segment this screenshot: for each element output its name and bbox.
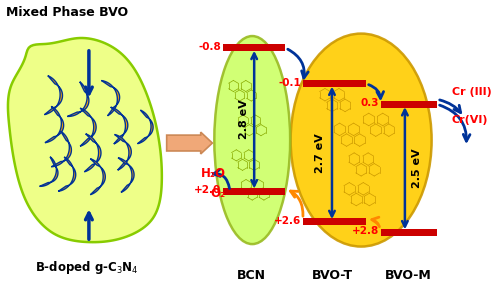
Polygon shape [68,82,89,117]
Text: Cr (III): Cr (III) [452,88,492,97]
Text: BCN: BCN [237,269,266,282]
FancyArrow shape [166,132,212,154]
FancyArrowPatch shape [288,49,308,78]
Polygon shape [118,158,134,192]
FancyBboxPatch shape [303,219,366,225]
Polygon shape [84,134,101,172]
Text: -0.1: -0.1 [278,78,301,88]
FancyArrowPatch shape [440,105,470,141]
FancyArrowPatch shape [440,100,460,113]
FancyBboxPatch shape [380,229,437,236]
Polygon shape [58,157,76,191]
FancyBboxPatch shape [223,188,286,195]
Ellipse shape [214,36,290,244]
FancyBboxPatch shape [303,80,366,87]
Text: +2.8: +2.8 [352,226,378,236]
Text: 2.8 eV: 2.8 eV [240,100,250,140]
FancyBboxPatch shape [380,101,437,108]
Text: H₂O: H₂O [200,167,226,180]
FancyArrowPatch shape [368,85,384,98]
Text: Cr(VI): Cr(VI) [452,115,488,125]
Polygon shape [44,76,62,115]
Polygon shape [114,135,132,170]
Text: O₂: O₂ [210,186,226,199]
Polygon shape [45,106,64,143]
Text: -0.8: -0.8 [198,42,221,52]
Text: BVO-M: BVO-M [384,269,431,282]
Polygon shape [138,110,153,144]
Polygon shape [90,159,106,195]
Polygon shape [40,157,58,186]
Polygon shape [110,107,128,144]
Polygon shape [52,131,72,167]
Text: +2.0: +2.0 [194,185,221,195]
Text: 0.3: 0.3 [360,98,378,108]
Polygon shape [102,81,119,116]
Text: BVO-T: BVO-T [312,269,352,282]
Polygon shape [8,38,162,242]
Text: 2.5 eV: 2.5 eV [412,148,422,188]
Text: 2.7 eV: 2.7 eV [316,133,326,173]
Polygon shape [80,108,96,146]
Text: B-doped g-C$_3$N$_4$: B-doped g-C$_3$N$_4$ [35,259,138,276]
FancyBboxPatch shape [223,45,286,51]
FancyArrowPatch shape [290,191,303,216]
Ellipse shape [290,34,432,247]
Text: Mixed Phase BVO: Mixed Phase BVO [6,6,128,19]
FancyArrowPatch shape [214,170,230,189]
Text: +2.6: +2.6 [274,216,301,226]
FancyArrowPatch shape [372,217,380,227]
